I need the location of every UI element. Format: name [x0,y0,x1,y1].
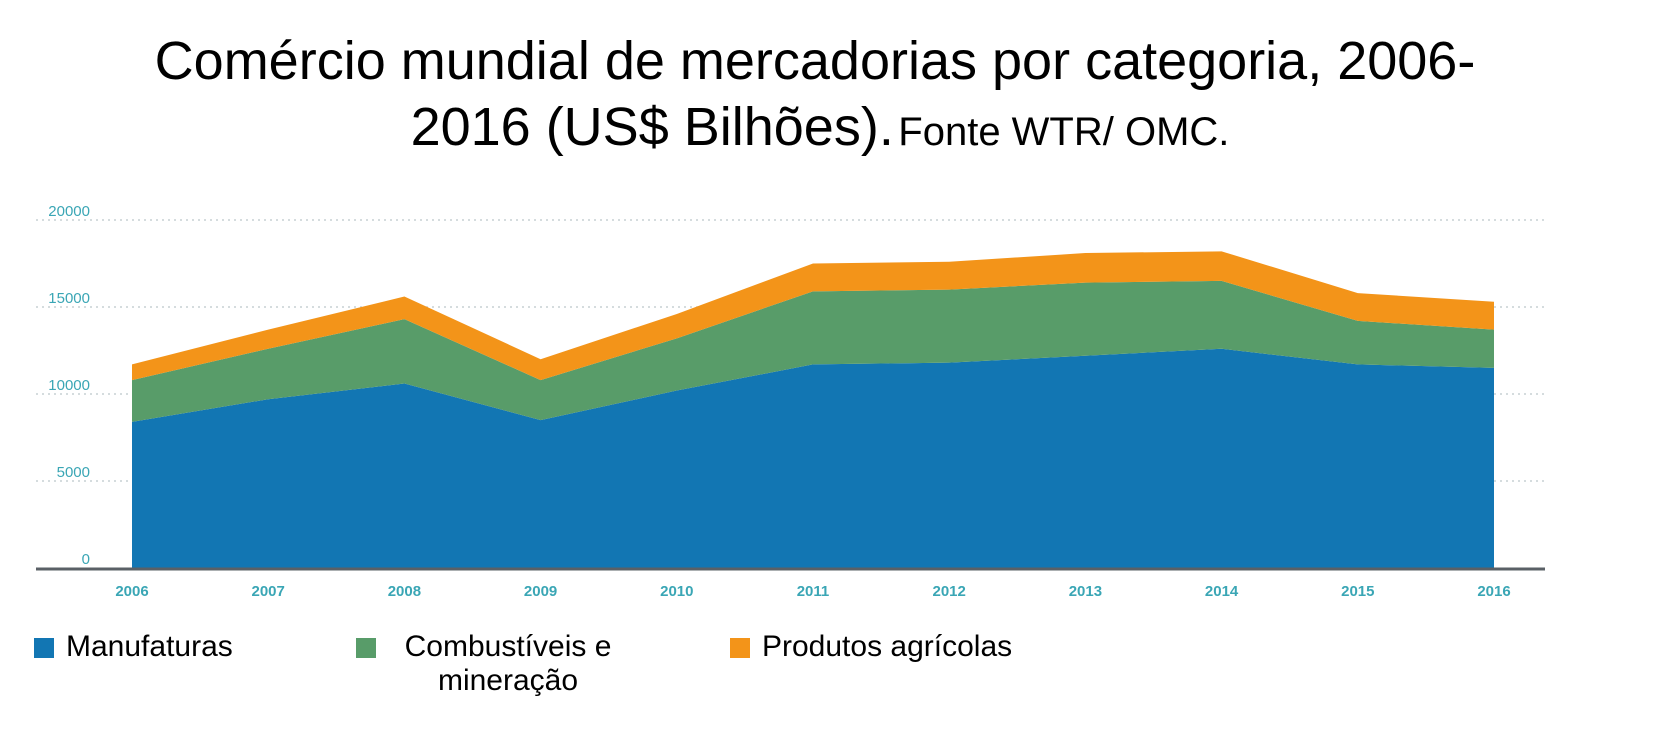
legend-swatch [356,638,376,658]
x-tick-label: 2011 [797,583,830,600]
y-tick-label: 5000 [57,464,90,481]
chart-source: Fonte WTR/ OMC. [898,110,1230,154]
chart-title-line2: 2016 (US$ Bilhões). [410,97,894,157]
y-tick-label: 15000 [48,290,90,307]
legend-item-manufaturas: Manufaturas [34,630,233,664]
x-tick-label: 2006 [115,583,148,600]
area-series-1 [132,280,1494,422]
legend-swatch [730,638,750,658]
legend-swatch [34,638,54,658]
legend: Manufaturas Combustíveis e mineração Pro… [0,630,1656,730]
series-areas [132,251,1494,568]
area-series-2 [132,251,1494,381]
x-tick-label: 2009 [524,583,557,600]
legend-label: Produtos agrícolas [762,630,1013,663]
x-tick-label: 2007 [252,583,285,600]
legend-item-produtos-agricolas: Produtos agrícolas [730,630,1012,664]
chart-title-line1: Comércio mundial de mercadorias por cate… [154,31,1476,91]
x-tick-label: 2014 [1205,583,1239,600]
x-tick-label: 2015 [1341,583,1374,600]
y-tick-label: 10000 [48,377,90,394]
legend-item-combustiveis: Combustíveis e mineração [356,630,628,698]
y-tick-label: 0 [82,551,90,568]
y-axis-ticks: 0 5000 10000 15000 20000 [48,203,90,568]
y-tick-label: 20000 [48,203,90,220]
x-tick-label: 2008 [388,583,421,600]
legend-label: Manufaturas [66,630,233,663]
x-tick-label: 2016 [1477,583,1510,600]
chart-title: Comércio mundial de mercadorias por cate… [0,28,1560,174]
x-tick-label: 2012 [933,583,966,600]
area-series-0 [132,348,1494,568]
legend-label: Combustíveis e mineração [404,630,612,697]
x-axis-ticks: 2006 2007 2008 2009 2010 2011 2012 2013 2014 2015… [115,583,1510,600]
x-tick-label: 2010 [660,583,693,600]
x-tick-label: 2013 [1069,583,1102,600]
